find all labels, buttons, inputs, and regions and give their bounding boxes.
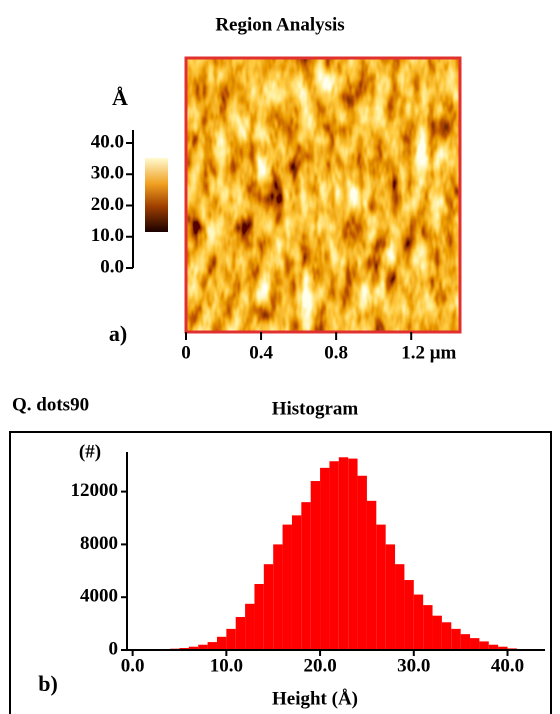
y-tick-label: 40.0	[91, 131, 124, 152]
bar	[357, 475, 367, 650]
bar	[441, 622, 452, 650]
x-tick-label: 0	[181, 342, 191, 363]
bar	[329, 461, 339, 650]
x-tick-label: 1.2 μm	[401, 342, 456, 363]
x-tick-label: 30.0	[397, 655, 430, 676]
x-tick-label: 10.0	[210, 655, 243, 676]
x-tick-label: 20.0	[303, 655, 336, 676]
x-tick-label: 0.8	[324, 342, 348, 363]
bar	[282, 524, 292, 650]
image-border	[184, 56, 462, 334]
bar	[404, 580, 414, 650]
bar	[432, 615, 442, 650]
bar	[301, 502, 311, 650]
bar	[320, 467, 330, 650]
y-tick-label: 0	[109, 638, 119, 659]
bar	[488, 644, 499, 650]
bar	[310, 481, 321, 650]
bar	[470, 638, 480, 650]
bar	[366, 500, 377, 650]
bar	[460, 634, 471, 650]
bar	[245, 603, 255, 650]
bar	[498, 646, 508, 650]
bar	[291, 515, 302, 650]
bar	[338, 457, 349, 650]
bar	[413, 594, 424, 650]
bar	[385, 544, 396, 650]
y-axis-label: (#)	[79, 441, 101, 462]
bar	[423, 605, 433, 650]
y-tick-label: 12000	[71, 480, 119, 501]
y-tick-label: 8000	[80, 533, 118, 554]
histogram-frame	[9, 431, 552, 714]
afm-image	[186, 58, 460, 332]
bar	[263, 564, 274, 650]
colorbar	[145, 158, 168, 232]
bar	[348, 458, 358, 650]
bar	[376, 524, 386, 650]
bar	[226, 628, 236, 650]
bar	[198, 644, 208, 650]
x-tick-label: 0.0	[121, 655, 145, 676]
y-tick-label: 30.0	[91, 163, 124, 184]
panel-label: a)	[109, 321, 127, 346]
bar	[216, 636, 227, 650]
bar	[451, 628, 461, 650]
bar	[235, 617, 246, 650]
bar	[188, 646, 199, 650]
colorbar-label: Å	[112, 85, 128, 110]
y-tick-label: 20.0	[91, 194, 124, 215]
x-axis-label: Height (Å)	[272, 688, 358, 709]
x-tick-label: 0.4	[249, 342, 273, 363]
y-tick-label: 4000	[80, 586, 118, 607]
y-tick-label: 0.0	[100, 256, 124, 277]
x-tick-label: 40.0	[491, 655, 524, 676]
bar	[273, 544, 283, 650]
bar	[254, 584, 264, 650]
image-title: Region Analysis	[215, 14, 344, 35]
bar	[395, 564, 405, 650]
bar	[207, 642, 217, 650]
sample-label: Q. dots90	[12, 394, 89, 415]
y-tick-label: 10.0	[91, 225, 124, 246]
histogram-title: Histogram	[272, 398, 359, 419]
bar	[479, 641, 489, 650]
panel-label: b)	[38, 671, 58, 696]
